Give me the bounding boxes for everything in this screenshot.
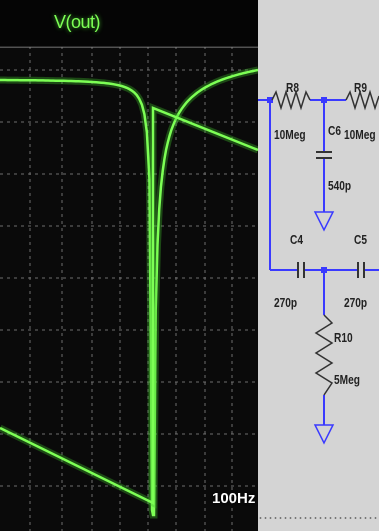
waveform-plot[interactable] [0, 0, 258, 531]
capacitor-c4-symbol[interactable] [298, 262, 304, 278]
ground-icon [315, 425, 333, 443]
plot-title[interactable]: V(out) [54, 12, 100, 33]
junction-dot [321, 267, 327, 273]
plot-grid [0, 46, 258, 531]
r10-value-label[interactable]: 5Meg [334, 372, 360, 387]
trace-glow-secondary [0, 108, 258, 503]
c5-value-label[interactable]: 270p [344, 295, 367, 310]
capacitor-c6-symbol[interactable] [316, 152, 332, 158]
plot-title-bar: V(out) [0, 0, 258, 47]
r8-value-label[interactable]: 10Meg [274, 127, 306, 142]
c6-value-label[interactable]: 540p [328, 178, 351, 193]
r8-ref-label[interactable]: R8 [286, 80, 299, 95]
waveform-plot-pane[interactable]: V(out) 100Hz [0, 0, 258, 531]
c5-ref-label[interactable]: C5 [354, 232, 367, 247]
pane-divider-dots [258, 516, 379, 520]
r10-ref-label[interactable]: R10 [334, 330, 353, 345]
junction-dot [321, 97, 327, 103]
ground-icon [315, 212, 333, 230]
c4-ref-label[interactable]: C4 [290, 232, 303, 247]
capacitor-c5-symbol[interactable] [358, 262, 364, 278]
c6-ref-label[interactable]: C6 [328, 123, 341, 138]
resistor-r10-symbol[interactable] [316, 315, 332, 395]
trace-group [0, 70, 258, 515]
c4-value-label[interactable]: 270p [274, 295, 297, 310]
frequency-cursor-label: 100Hz [212, 490, 255, 507]
schematic-pane[interactable]: R8 10Meg R9 10Meg C6 540p C4 270p C5 270… [258, 0, 379, 531]
r9-value-label[interactable]: 10Meg [344, 127, 376, 142]
r9-ref-label[interactable]: R9 [354, 80, 367, 95]
wires [258, 100, 379, 425]
